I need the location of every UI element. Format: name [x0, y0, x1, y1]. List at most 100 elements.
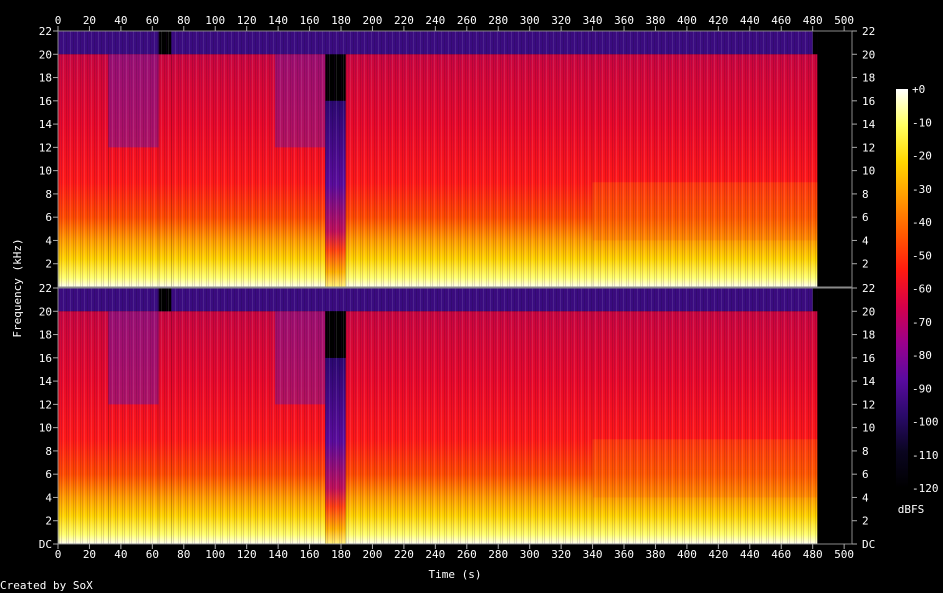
y-tick-left: 4	[45, 491, 52, 504]
y-tick-right: 8	[862, 188, 869, 201]
x-tick-top: 480	[803, 14, 823, 27]
y-tick-right: 6	[862, 468, 869, 481]
x-tick-top: 460	[771, 14, 791, 27]
x-tick-top: 500	[834, 14, 854, 27]
colorbar-tick: -80	[912, 349, 932, 362]
x-tick-top: 420	[708, 14, 728, 27]
y-tick-right: 2	[862, 258, 869, 271]
y-axis-label: Frequency (kHz)	[11, 238, 24, 337]
x-tick-top: 20	[83, 14, 96, 27]
y-tick-left: 4	[45, 234, 52, 247]
x-tick-top: 60	[146, 14, 159, 27]
x-tick-bottom: 160	[300, 548, 320, 561]
colorbar-tick: -120	[912, 482, 939, 495]
x-tick-top: 440	[740, 14, 760, 27]
y-tick-right: 20	[862, 48, 875, 61]
x-tick-bottom: 440	[740, 548, 760, 561]
x-tick-bottom: 220	[394, 548, 414, 561]
x-tick-bottom: 240	[425, 548, 445, 561]
y-tick-right: 14	[862, 375, 876, 388]
x-tick-bottom: 480	[803, 548, 823, 561]
y-tick-right: 14	[862, 118, 876, 131]
x-tick-bottom: 420	[708, 548, 728, 561]
colorbar-tick: -60	[912, 283, 932, 296]
y-tick-right: 10	[862, 165, 875, 178]
x-tick-top: 80	[177, 14, 190, 27]
y-tick-left: 18	[39, 329, 52, 342]
x-tick-bottom: 60	[146, 548, 159, 561]
x-tick-top: 340	[583, 14, 603, 27]
y-tick-right: 8	[862, 445, 869, 458]
x-tick-bottom: 360	[614, 548, 634, 561]
y-tick-right: 16	[862, 95, 875, 108]
y-tick-left: 16	[39, 352, 52, 365]
x-tick-bottom: 320	[551, 548, 571, 561]
colorbar-tick: -110	[912, 449, 939, 462]
x-tick-bottom: 40	[114, 548, 127, 561]
x-tick-top: 380	[646, 14, 666, 27]
y-tick-right: 22	[862, 282, 875, 295]
x-tick-bottom: 20	[83, 548, 96, 561]
x-tick-top: 300	[520, 14, 540, 27]
channel-2-spectrogram	[57, 287, 853, 545]
y-tick-left: 14	[39, 375, 53, 388]
colorbar-tick: -70	[912, 316, 932, 329]
y-tick-left: 2	[45, 515, 52, 528]
x-tick-bottom: 400	[677, 548, 697, 561]
y-tick-right: 18	[862, 72, 875, 85]
colorbar-tick: +0	[912, 83, 925, 96]
y-tick-left: 12	[39, 398, 52, 411]
x-tick-top: 40	[114, 14, 127, 27]
y-tick-right: 6	[862, 211, 869, 224]
y-tick-left: 20	[39, 48, 52, 61]
channel-1-spectrogram	[57, 30, 853, 288]
colorbar-tick: -50	[912, 249, 932, 262]
y-tick-left: 22	[39, 25, 52, 38]
x-tick-bottom: 500	[834, 548, 854, 561]
x-tick-top: 180	[331, 14, 351, 27]
x-tick-top: 400	[677, 14, 697, 27]
x-tick-bottom: 140	[268, 548, 288, 561]
y-tick-right: 22	[862, 25, 875, 38]
y-tick-right: 4	[862, 491, 869, 504]
x-tick-top: 120	[237, 14, 257, 27]
y-tick-right: 12	[862, 141, 875, 154]
sox-credit: Created by SoX	[0, 579, 93, 592]
x-tick-top: 140	[268, 14, 288, 27]
y-tick-right: 10	[862, 422, 875, 435]
y-tick-right: 16	[862, 352, 875, 365]
x-tick-bottom: 200	[363, 548, 383, 561]
colorbar-tick: -20	[912, 150, 932, 163]
x-tick-top: 220	[394, 14, 414, 27]
x-tick-bottom: 80	[177, 548, 190, 561]
y-tick-left: 14	[39, 118, 53, 131]
x-tick-top: 260	[457, 14, 477, 27]
x-tick-bottom: 280	[488, 548, 508, 561]
y-tick-left: DC	[39, 538, 52, 551]
y-tick-right: DC	[862, 538, 875, 551]
x-tick-top: 360	[614, 14, 634, 27]
colorbar-tick: -10	[912, 116, 932, 129]
y-tick-left: 10	[39, 422, 52, 435]
x-tick-bottom: 300	[520, 548, 540, 561]
y-tick-left: 12	[39, 141, 52, 154]
x-tick-top: 100	[205, 14, 225, 27]
y-tick-left: 20	[39, 305, 52, 318]
y-tick-left: 6	[45, 468, 52, 481]
x-tick-bottom: 380	[646, 548, 666, 561]
y-tick-left: 8	[45, 188, 52, 201]
x-tick-top: 280	[488, 14, 508, 27]
x-tick-bottom: 340	[583, 548, 603, 561]
colorbar-tick: -100	[912, 416, 939, 429]
y-tick-right: 4	[862, 234, 869, 247]
y-tick-left: 6	[45, 211, 52, 224]
y-tick-right: 2	[862, 515, 869, 528]
x-tick-bottom: 180	[331, 548, 351, 561]
x-tick-top: 0	[55, 14, 62, 27]
colorbar-tick: -30	[912, 183, 932, 196]
y-tick-left: 2	[45, 258, 52, 271]
y-tick-right: 12	[862, 398, 875, 411]
colorbar-tick: -90	[912, 382, 932, 395]
x-tick-bottom: 0	[55, 548, 62, 561]
